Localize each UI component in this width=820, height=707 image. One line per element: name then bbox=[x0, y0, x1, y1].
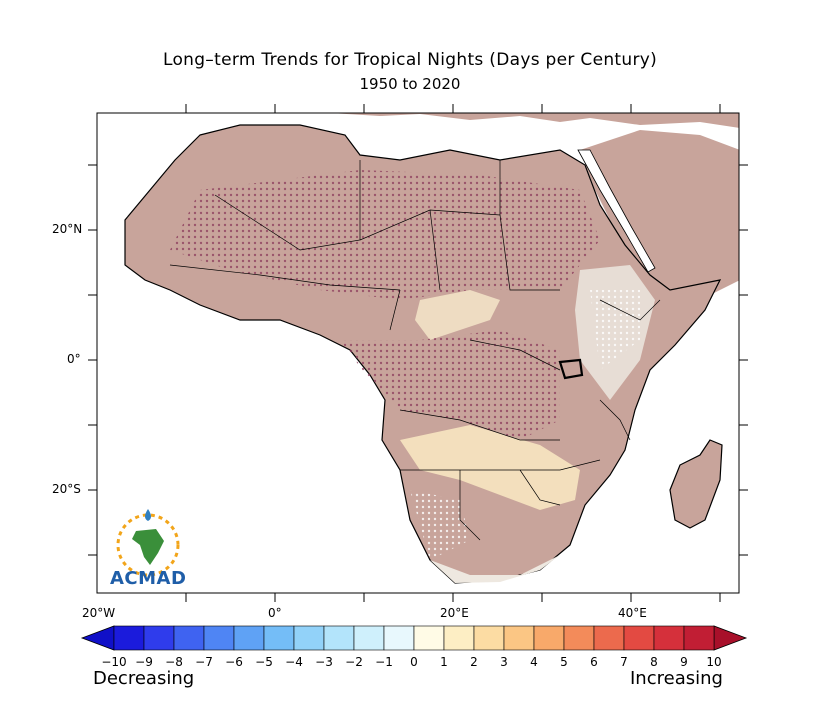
colorbar-tick-label: 7 bbox=[620, 655, 628, 669]
x-tick-label-20w: 20°W bbox=[82, 606, 116, 620]
acmad-logo-text: ACMAD bbox=[110, 568, 187, 589]
colorbar-tick-label: 4 bbox=[530, 655, 538, 669]
sahara-stippling bbox=[170, 170, 600, 300]
colorbar-cell bbox=[323, 625, 355, 651]
colorbar-cell bbox=[473, 625, 505, 651]
x-tick-label-0: 0° bbox=[268, 606, 282, 620]
colorbar-cell bbox=[293, 625, 325, 651]
colorbar-tick-label: −3 bbox=[315, 655, 333, 669]
x-tick-label-20e: 20°E bbox=[440, 606, 469, 620]
legend-decreasing: Decreasing bbox=[93, 668, 195, 689]
colorbar-cell bbox=[413, 625, 445, 651]
madagascar-landmass bbox=[669, 439, 723, 529]
colorbar-left-arrow bbox=[80, 625, 115, 651]
country-borders bbox=[169, 160, 661, 541]
colorbar-tick-label: −10 bbox=[101, 655, 127, 669]
colorbar-cell bbox=[653, 625, 685, 651]
colorbar-cell bbox=[443, 625, 475, 651]
colorbar-tick-label: 9 bbox=[680, 655, 688, 669]
colorbar-cell bbox=[143, 625, 175, 651]
y-tick-label-20s: 20°S bbox=[52, 482, 81, 496]
colorbar-tick-label: −6 bbox=[225, 655, 243, 669]
southern-africa-light-region bbox=[400, 425, 580, 510]
legend-increasing: Increasing bbox=[630, 668, 723, 689]
colorbar-cell bbox=[533, 625, 565, 651]
europe-landmass bbox=[97, 113, 739, 128]
colorbar bbox=[113, 625, 715, 651]
axis-ticks bbox=[88, 104, 748, 602]
lake-victoria bbox=[558, 358, 584, 380]
colorbar-cell bbox=[383, 625, 415, 651]
colorbar-cell bbox=[563, 625, 595, 651]
colorbar-tick-label: 3 bbox=[500, 655, 508, 669]
red-sea bbox=[577, 149, 656, 273]
colorbar-cell bbox=[593, 625, 625, 651]
east-white-stippling bbox=[590, 290, 640, 370]
congo-stippling bbox=[340, 330, 560, 440]
colorbar-cell bbox=[263, 625, 295, 651]
colorbar-cell bbox=[113, 625, 145, 651]
acmad-logo-graphic bbox=[116, 509, 180, 577]
colorbar-tick-label: −5 bbox=[255, 655, 273, 669]
y-tick-label-0: 0° bbox=[67, 352, 81, 366]
colorbar-tick-label: −9 bbox=[135, 655, 153, 669]
south-white-stippling bbox=[410, 490, 470, 560]
map-frame bbox=[96, 112, 740, 594]
colorbar-cell bbox=[503, 625, 535, 651]
colorbar-tick-label: −4 bbox=[285, 655, 303, 669]
colorbar-tick-label: 6 bbox=[590, 655, 598, 669]
colorbar-cell bbox=[353, 625, 385, 651]
colorbar-tick-label: 5 bbox=[560, 655, 568, 669]
chart-title: Long–term Trends for Tropical Nights (Da… bbox=[162, 50, 658, 70]
south-coast-light-region bbox=[430, 555, 560, 583]
x-tick-label-40e: 40°E bbox=[618, 606, 647, 620]
colorbar-cell bbox=[173, 625, 205, 651]
colorbar-cell bbox=[623, 625, 655, 651]
colorbar-cell bbox=[233, 625, 265, 651]
y-tick-label-20n: 20°N bbox=[52, 222, 83, 236]
colorbar-tick-label: 2 bbox=[470, 655, 478, 669]
colorbar-tick-label: 10 bbox=[706, 655, 722, 669]
colorbar-tick-label: −1 bbox=[375, 655, 393, 669]
central-africa-light-region bbox=[415, 290, 500, 340]
colorbar-tick-label: 8 bbox=[650, 655, 658, 669]
colorbar-tick-label: −7 bbox=[195, 655, 213, 669]
colorbar-cell bbox=[683, 625, 715, 651]
colorbar-tick-label: −8 bbox=[165, 655, 183, 669]
colorbar-tick-label: 1 bbox=[440, 655, 448, 669]
chart-subtitle: 1950 to 2020 bbox=[359, 75, 461, 93]
colorbar-cell bbox=[203, 625, 235, 651]
colorbar-tick-label: 0 bbox=[410, 655, 418, 669]
colorbar-right-arrow bbox=[713, 625, 748, 651]
arabia-landmass bbox=[580, 130, 739, 300]
colorbar-tick-label: −2 bbox=[345, 655, 363, 669]
